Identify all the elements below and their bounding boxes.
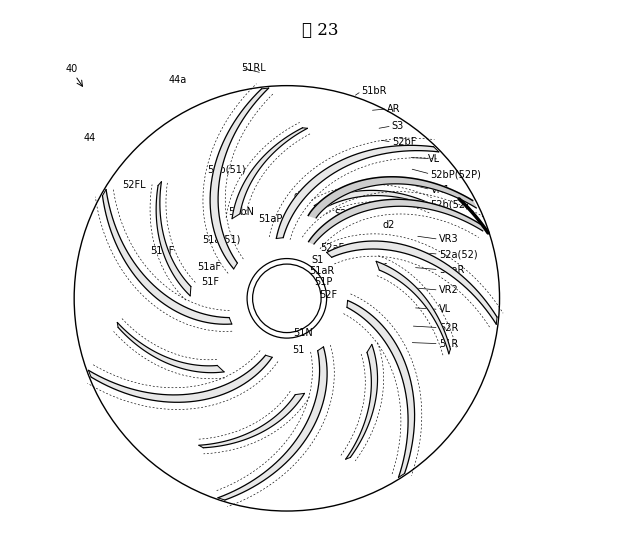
Text: 51a(51): 51a(51)	[202, 235, 241, 245]
Text: 51aR: 51aR	[309, 266, 334, 276]
Polygon shape	[210, 88, 269, 269]
Text: 52b(52): 52b(52)	[431, 199, 469, 209]
Polygon shape	[276, 145, 439, 238]
Text: VR2: VR2	[439, 285, 458, 295]
Text: 51N: 51N	[294, 328, 313, 338]
Text: 51aP: 51aP	[258, 214, 282, 224]
Text: AR: AR	[387, 104, 401, 114]
Polygon shape	[314, 190, 432, 209]
Text: df: df	[378, 263, 387, 273]
Polygon shape	[156, 182, 191, 296]
Text: 51RL: 51RL	[241, 63, 266, 73]
Text: 51bF: 51bF	[150, 247, 174, 256]
Polygon shape	[117, 323, 224, 373]
Polygon shape	[102, 190, 232, 324]
Polygon shape	[88, 355, 272, 402]
Text: d3: d3	[294, 191, 306, 201]
Text: 51P: 51P	[314, 277, 333, 287]
Text: 52FL: 52FL	[122, 180, 146, 190]
Polygon shape	[232, 128, 307, 219]
Text: 52aF: 52aF	[320, 243, 344, 253]
Text: 51R: 51R	[439, 339, 458, 349]
Text: VR3: VR3	[439, 234, 458, 244]
Text: VL: VL	[428, 153, 440, 163]
Text: 52aR: 52aR	[439, 264, 464, 275]
Text: 52R: 52R	[439, 323, 458, 333]
Text: 52bF: 52bF	[392, 137, 416, 147]
Polygon shape	[199, 393, 305, 448]
Text: 44a: 44a	[168, 75, 186, 85]
Text: VR1: VR1	[431, 185, 450, 195]
Polygon shape	[308, 199, 483, 244]
Text: 52a(52): 52a(52)	[439, 249, 477, 259]
Text: 図 23: 図 23	[301, 22, 339, 39]
Polygon shape	[347, 300, 415, 478]
Text: VL: VL	[439, 304, 451, 314]
Polygon shape	[346, 344, 378, 459]
Polygon shape	[376, 261, 451, 354]
Polygon shape	[218, 347, 327, 500]
Polygon shape	[308, 177, 476, 218]
Text: 51aF: 51aF	[197, 262, 221, 272]
Text: 51F: 51F	[201, 277, 220, 287]
Text: 52bP(52P): 52bP(52P)	[431, 169, 481, 179]
Text: S1: S1	[311, 255, 323, 265]
Text: 52F: 52F	[319, 290, 337, 300]
Text: 51b(51): 51b(51)	[207, 165, 246, 175]
Text: 44: 44	[84, 133, 96, 143]
Polygon shape	[327, 241, 497, 324]
Text: 51bN: 51bN	[228, 206, 254, 217]
Text: S2: S2	[334, 209, 347, 219]
Text: 40: 40	[66, 64, 78, 74]
Text: S3: S3	[392, 121, 404, 131]
Text: 51: 51	[292, 345, 305, 355]
Text: d2: d2	[383, 220, 396, 230]
Text: 51bR: 51bR	[362, 86, 387, 96]
